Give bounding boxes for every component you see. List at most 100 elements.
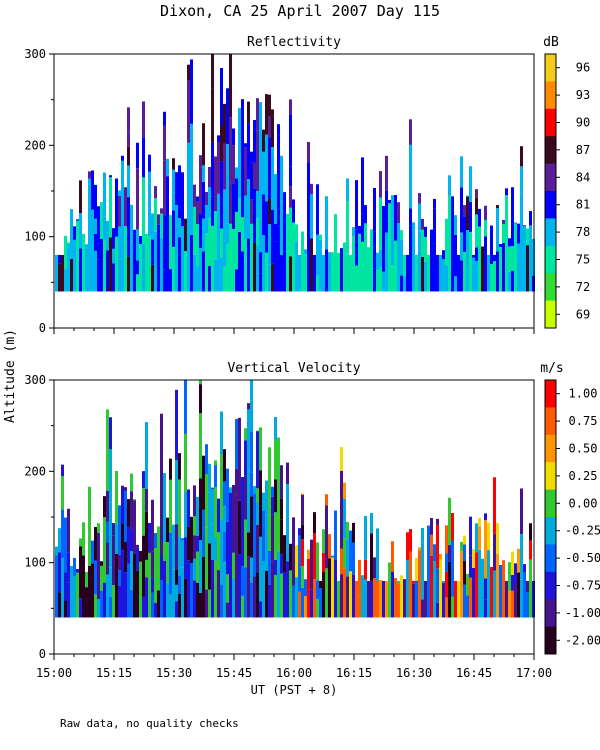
data-cell	[220, 228, 223, 258]
data-cell	[139, 550, 142, 562]
data-cell	[244, 238, 247, 262]
data-cell	[184, 578, 187, 618]
data-cell	[163, 269, 166, 292]
data-cell	[298, 528, 301, 536]
data-cell	[181, 540, 184, 568]
data-cell	[280, 554, 283, 574]
data-cell	[376, 252, 379, 271]
data-cell	[379, 197, 382, 250]
data-cell	[217, 135, 220, 142]
data-cell	[250, 582, 253, 618]
data-cell	[163, 542, 166, 561]
data-cell	[427, 559, 430, 618]
data-cell	[343, 538, 346, 569]
colorbar-swatch	[545, 300, 556, 329]
data-cell	[178, 593, 181, 618]
data-cell	[181, 567, 184, 618]
colorbar-swatch	[545, 81, 556, 110]
colorbar-label: 87	[576, 143, 590, 157]
data-cell	[295, 241, 298, 292]
data-cell	[256, 430, 259, 432]
data-cell	[220, 584, 223, 618]
data-cell	[97, 532, 100, 600]
data-cell	[283, 192, 286, 252]
data-cell	[280, 155, 283, 202]
data-cell	[436, 524, 439, 569]
data-cell	[97, 599, 100, 618]
data-cell	[199, 155, 202, 168]
data-cell	[388, 203, 391, 232]
data-cell	[268, 550, 271, 585]
data-cell	[484, 578, 487, 600]
data-cell	[250, 557, 253, 583]
data-cell	[250, 380, 253, 401]
data-cell	[208, 166, 211, 188]
data-cell	[259, 536, 262, 602]
data-cell	[385, 232, 388, 292]
data-cell	[487, 550, 490, 618]
data-cell	[289, 99, 292, 115]
data-cell	[226, 602, 229, 618]
data-cell	[322, 254, 325, 292]
data-cell	[226, 88, 229, 145]
velocity-colorbar: 1.00 0.75 0.50 0.25 0.00 -0.25 -0.50 -0.75 -1.00…	[544, 379, 600, 655]
data-cell	[82, 258, 85, 292]
data-cell	[466, 195, 469, 197]
data-cell	[460, 156, 463, 188]
data-cell	[154, 231, 157, 292]
data-cell	[109, 596, 112, 618]
data-cell	[172, 192, 175, 211]
data-cell	[202, 509, 205, 557]
data-cell	[217, 570, 220, 618]
velocity-x-ticks	[53, 654, 535, 660]
data-cell	[466, 573, 469, 596]
data-cell	[175, 601, 178, 618]
data-cell	[340, 498, 343, 549]
data-cell	[163, 560, 166, 618]
data-cell	[358, 596, 361, 618]
data-cell	[277, 124, 280, 136]
data-cell	[346, 201, 349, 254]
data-cell	[160, 580, 163, 618]
data-cell	[79, 546, 82, 599]
data-cell	[346, 576, 349, 618]
data-cell	[109, 502, 112, 568]
data-cell	[112, 523, 115, 536]
data-cell	[271, 496, 274, 515]
data-cell	[163, 111, 166, 126]
data-cell	[235, 178, 238, 212]
data-cell	[160, 277, 163, 292]
reflectivity-title: Reflectivity	[247, 35, 341, 50]
data-cell	[133, 229, 136, 234]
velocity-units: m/s	[540, 361, 563, 376]
data-cell	[94, 218, 97, 234]
data-cell	[529, 540, 532, 560]
data-cell	[88, 565, 91, 618]
data-cell	[142, 177, 145, 244]
data-cell	[529, 225, 532, 292]
data-cell	[112, 535, 115, 586]
data-cell	[475, 189, 478, 198]
data-cell	[394, 240, 397, 292]
data-cell	[55, 555, 58, 618]
data-cell	[103, 496, 106, 518]
data-cell	[277, 551, 280, 618]
data-cell	[229, 223, 232, 255]
data-cell	[58, 552, 61, 593]
colorbar-swatch	[545, 626, 556, 655]
data-cell	[91, 563, 94, 618]
data-cell	[307, 162, 310, 226]
data-cell	[85, 587, 88, 602]
data-cell	[169, 269, 172, 292]
data-cell	[79, 538, 82, 547]
colorbar-swatch	[545, 407, 556, 436]
data-cell	[466, 230, 469, 251]
data-cell	[94, 560, 97, 595]
data-cell	[208, 187, 211, 218]
y-tick-label: 100	[24, 230, 46, 244]
data-cell	[334, 559, 337, 618]
reflectivity-colorbar: 96 93 90 87 84 81 78 75 72 69	[544, 53, 590, 329]
data-cell	[64, 268, 67, 292]
data-cell	[490, 264, 493, 292]
data-cell	[202, 218, 205, 252]
